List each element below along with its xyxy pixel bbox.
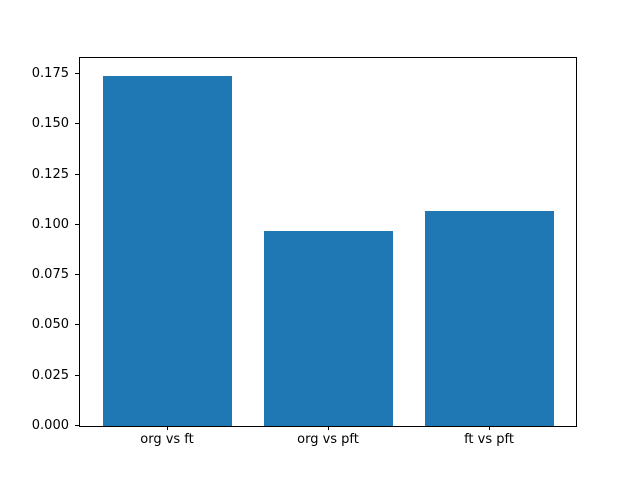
y-tick-label: 0.175 <box>31 66 69 81</box>
y-tick-mark <box>75 174 79 175</box>
x-tick-label: org vs ft <box>140 432 194 447</box>
y-tick-label: 0.050 <box>31 317 69 332</box>
y-tick-label: 0.025 <box>31 368 69 383</box>
y-tick-label: 0.000 <box>31 418 69 433</box>
bar-org-vs-pft <box>264 231 393 426</box>
x-tick-mark <box>328 426 329 430</box>
y-tick-label: 0.075 <box>31 267 69 282</box>
y-tick-label: 0.125 <box>31 167 69 182</box>
y-tick-mark <box>75 123 79 124</box>
y-tick-mark <box>75 274 79 275</box>
y-tick-mark <box>75 324 79 325</box>
x-tick-label: ft vs pft <box>464 432 514 447</box>
bar-ft-vs-pft <box>425 211 554 426</box>
y-tick-label: 0.100 <box>31 217 69 232</box>
y-tick-mark <box>75 425 79 426</box>
y-tick-mark <box>75 224 79 225</box>
x-tick-label: org vs pft <box>297 432 359 447</box>
x-tick-mark <box>489 426 490 430</box>
x-tick-mark <box>167 426 168 430</box>
y-tick-label: 0.150 <box>31 116 69 131</box>
y-tick-mark <box>75 375 79 376</box>
bar-org-vs-ft <box>103 76 232 426</box>
y-tick-mark <box>75 73 79 74</box>
